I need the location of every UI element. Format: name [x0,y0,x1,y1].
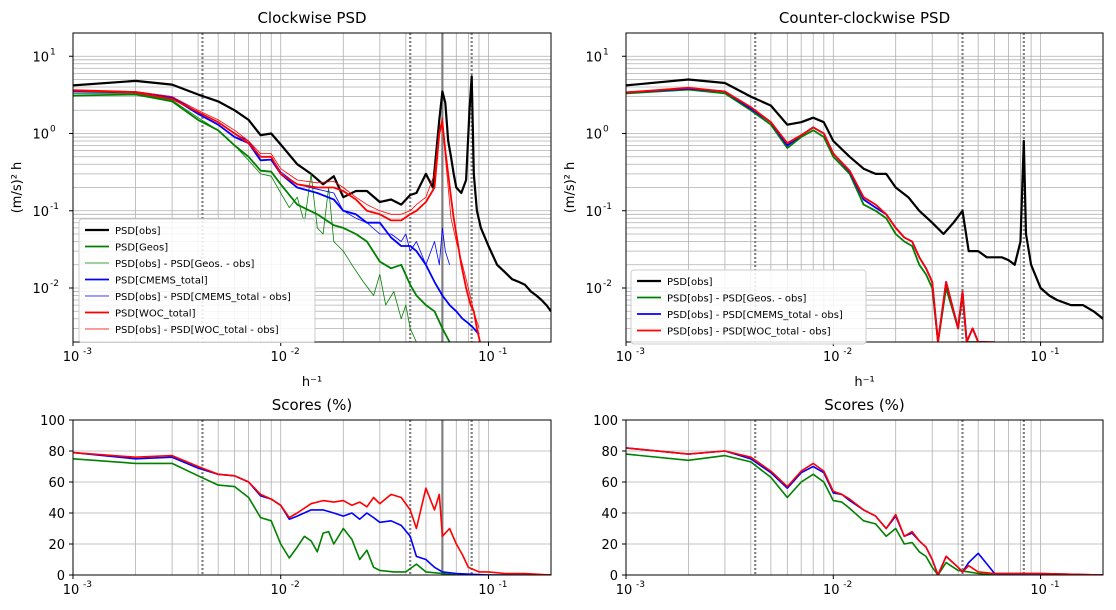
ccw_psd-xtick-label: 10 [616,350,633,365]
cw_psd-series-0 [73,75,551,312]
ccw_psd-ytick-label: 10 [585,50,602,65]
cw_psd-series-group [73,75,551,342]
cw_psd-xtick-exp: -2 [291,347,300,357]
ccw_scores-ytick-label: 40 [601,507,618,522]
cw_scores-series-0 [73,458,551,575]
ccw_psd-ytick-exp: -1 [603,202,612,212]
ccw_psd-legend-entry: PSD[obs] - PSD[Geos. - obs] [667,294,807,305]
ccw_psd-xtick-label: 10 [1030,350,1047,365]
ccw_psd-legend-box [630,269,867,345]
cw_scores-title: Scores (%) [272,396,353,414]
ccw_scores-ytick-label: 60 [601,476,618,491]
cw_scores-series-group [73,451,551,575]
ccw_psd-xtick-exp: -3 [636,347,645,357]
ccw_psd-series-3 [626,86,995,342]
cw_scores-ytick-label: 0 [57,569,65,584]
ccw_scores-title: Scores (%) [824,396,905,414]
cw_psd-ytick-exp: 1 [50,47,56,57]
cw_psd-ytick-label: 10 [32,128,49,143]
ccw_psd-xtick-exp: -2 [843,347,852,357]
cw_psd-ytick-exp: -1 [50,202,59,212]
cw_scores-xtick-label: 10 [270,583,287,598]
ccw_scores-xtick-label: 10 [616,583,633,598]
ccw_psd-ytick-exp: 0 [603,125,609,135]
cw_scores-xtick-label: 10 [63,583,80,598]
ccw_psd-ytick-label: 10 [585,282,602,297]
ccw_scores-series-2 [626,447,1103,575]
cw_scores-grid [72,419,552,576]
cw_scores-xtick-exp: -2 [291,580,300,590]
cw_psd-ytick-label: 10 [32,50,49,65]
ccw_scores-ytick-label: 80 [601,445,618,460]
cw_psd-ytick-exp: 0 [50,125,56,135]
ccw_scores-xtick-exp: -1 [1051,580,1060,590]
ccw_psd-title: Counter-clockwise PSD [779,9,950,27]
cw_psd-ytick-label: 10 [32,282,49,297]
cw_psd-series-5 [73,89,481,342]
cw_psd-xtick-label: 10 [270,350,287,365]
cw_psd-legend-entry: PSD[obs] - PSD[CMEMS_total - obs] [115,292,291,303]
cw_psd-legend-entry: PSD[obs] [115,226,161,237]
cw_psd-series-3 [73,90,480,336]
ccw_scores-series-group [626,447,1103,575]
ccw_scores-ytick-label: 100 [593,414,618,429]
ccw_psd-ytick-label: 10 [585,205,602,220]
ccw_scores-xtick-exp: -2 [843,580,852,590]
ccw_scores-xtick-exp: -3 [636,580,645,590]
cw_psd-legend-box [78,218,316,343]
ccw_scores-frame [625,419,1104,576]
cw_psd-series-2 [73,93,417,342]
ccw_scores-xtick-label: 10 [1030,583,1047,598]
cw_psd-ytick-label: 10 [32,205,49,220]
ccw_scores-xtick-label: 10 [823,583,840,598]
cw_psd-ylabel: (m/s)² h [10,162,25,214]
cw_scores-series-2 [73,451,551,575]
cw_psd-ytick-exp: -2 [50,279,59,289]
cw_psd-xtick-label: 10 [63,350,80,365]
cw_psd-series-6 [73,89,480,329]
cw_scores-ytick-label: 80 [48,445,65,460]
ccw_scores-ytick-label: 20 [601,538,618,553]
ccw_psd-xlabel: h⁻¹ [854,375,874,390]
ccw_psd-series-group [626,78,1103,342]
cw_scores-xtick-exp: -3 [83,580,92,590]
cw_psd-xtick-exp: -1 [498,347,507,357]
cw_psd-legend-entry: PSD[Geos] [115,243,168,254]
cw_psd-xlabel: h⁻¹ [302,375,322,390]
cw_psd-legend-entry: PSD[obs] - PSD[Geos. - obs] [115,259,255,270]
cw_scores-xtick-exp: -1 [498,580,507,590]
cw_scores-ytick-label: 60 [48,476,65,491]
cw_scores-ytick-label: 100 [40,414,65,429]
ccw_psd-ytick-exp: 1 [603,47,609,57]
cw_psd-xtick-exp: -3 [83,347,92,357]
ccw_psd-legend-entry: PSD[obs] - PSD[CMEMS_total - obs] [667,310,843,321]
ccw_psd-ytick-label: 10 [585,128,602,143]
cw_psd-legend-entry: PSD[CMEMS_total] [115,276,208,287]
ccw_psd-xtick-exp: -1 [1051,347,1060,357]
cw_scores-xtick-label: 10 [478,583,495,598]
cw_psd-xtick-label: 10 [478,350,495,365]
cw_scores-ytick-label: 40 [48,507,65,522]
cw_scores-ytick-label: 20 [48,538,65,553]
cw_psd-legend: PSD[obs] PSD[Geos] PSD[obs] - PSD[Geos. - … [78,218,316,343]
ccw_psd-legend: PSD[obs] PSD[obs] - PSD[Geos. - obs] PSD[o… [630,269,867,345]
ccw_scores-grid [625,419,1104,576]
cw_psd-legend-entry: PSD[WOC_total] [115,309,196,320]
ccw_psd-series-0 [626,78,1103,320]
ccw_psd-ytick-exp: -2 [603,279,612,289]
ccw_psd-ylabel: (m/s)² h [563,162,578,214]
cw_psd-title: Clockwise PSD [257,9,366,27]
ccw_scores-ytick-label: 0 [610,569,618,584]
ccw_psd-legend-entry: PSD[obs] - PSD[WOC_total - obs] [667,327,831,338]
ccw_psd-legend-entry: PSD[obs] [667,277,713,288]
cw_psd-legend-entry: PSD[obs] - PSD[WOC_total - obs] [115,325,279,336]
ccw_psd-xtick-label: 10 [823,350,840,365]
cw_scores-frame [72,419,552,576]
